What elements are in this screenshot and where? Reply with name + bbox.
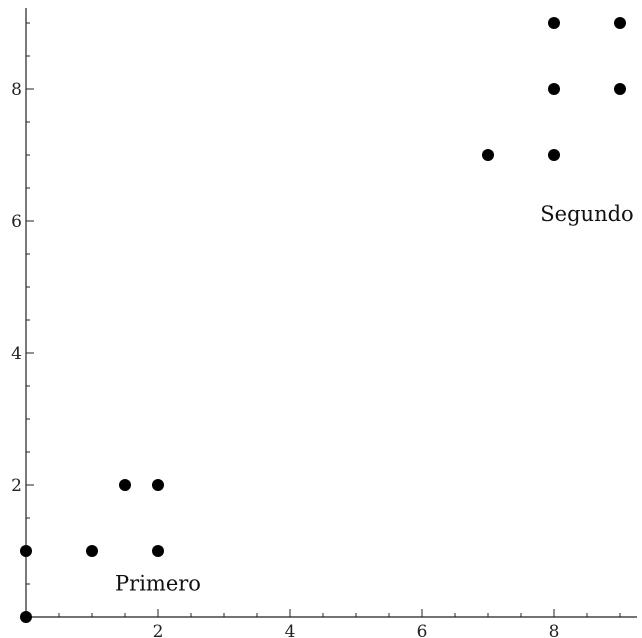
- data-point: [614, 83, 626, 95]
- annotation-label: Primero: [115, 572, 201, 596]
- axes: [25, 8, 637, 618]
- annotations: Primero Segundo: [115, 202, 634, 596]
- x-tick-label: 6: [417, 622, 428, 638]
- tick-labels: 2 4 6 8 2 4 6 8: [11, 80, 559, 638]
- data-point: [119, 479, 131, 491]
- data-point: [482, 149, 494, 161]
- data-point: [152, 545, 164, 557]
- data-points: [20, 17, 626, 623]
- y-tick-label: 8: [11, 80, 22, 100]
- y-tick-label: 4: [11, 344, 22, 364]
- ticks: [26, 22, 621, 617]
- data-point: [548, 83, 560, 95]
- y-tick-label: 2: [11, 476, 22, 496]
- data-point: [614, 17, 626, 29]
- data-point: [548, 149, 560, 161]
- x-tick-label: 2: [153, 622, 164, 638]
- x-tick-label: 8: [549, 622, 560, 638]
- data-point: [548, 17, 560, 29]
- x-tick-label: 4: [285, 622, 296, 638]
- data-point: [20, 545, 32, 557]
- y-tick-label: 6: [11, 212, 22, 232]
- data-point: [86, 545, 98, 557]
- data-point: [152, 479, 164, 491]
- annotation-label: Segundo: [540, 202, 633, 226]
- data-point: [20, 611, 32, 623]
